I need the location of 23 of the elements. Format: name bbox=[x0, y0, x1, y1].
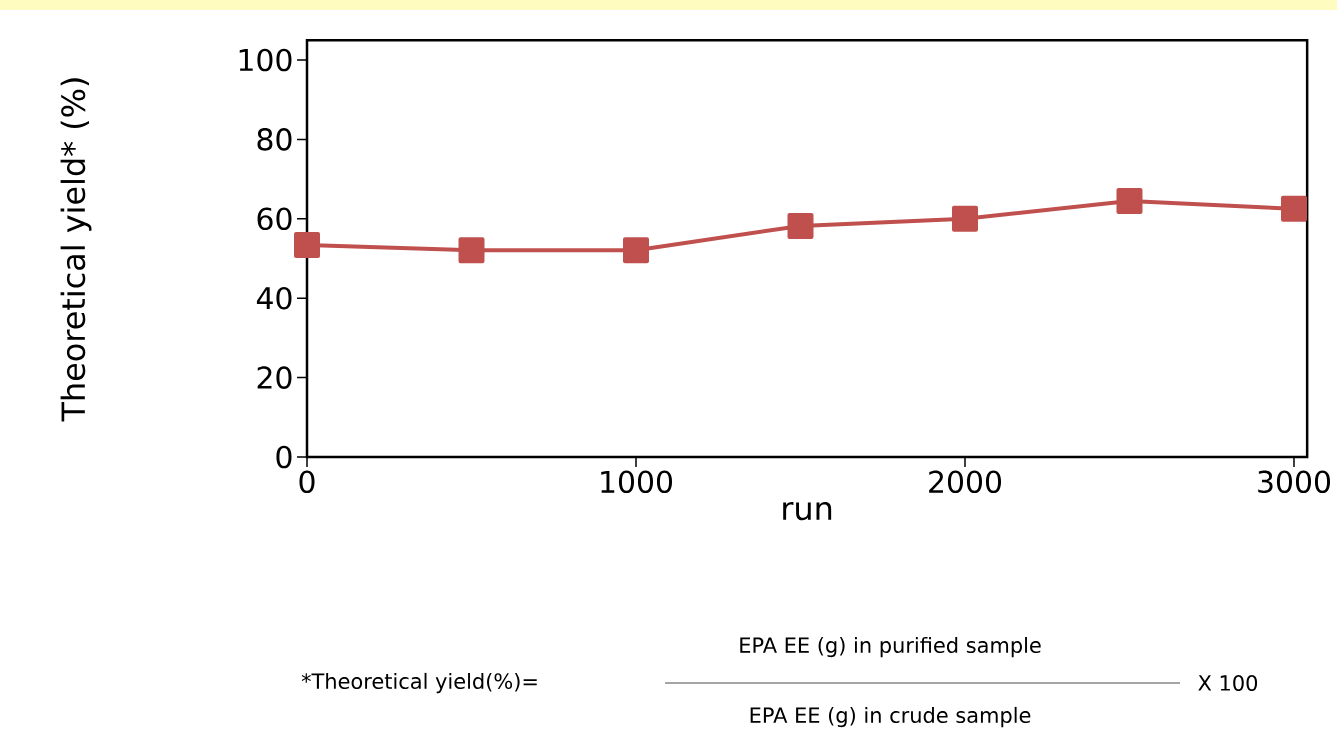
text: X 100 bbox=[1198, 675, 1258, 691]
y-tick-label: 0 bbox=[276, 445, 292, 469]
text: EPA EE (g) in crude sample bbox=[750, 706, 1031, 728]
y-tick-label: 20 bbox=[257, 366, 292, 389]
x-tick-label: 1000 bbox=[601, 470, 673, 494]
y-axis-title: Theoretical yield* (%) bbox=[60, 78, 92, 422]
y-tick-label: 40 bbox=[256, 286, 292, 310]
y-tick-label: 80 bbox=[257, 128, 292, 151]
text: EPA EE (g) in purified sample bbox=[740, 636, 1041, 658]
point bbox=[787, 212, 814, 239]
y-tick-label: 100 bbox=[239, 48, 292, 72]
point bbox=[1116, 187, 1143, 214]
x-tick-label: 3000 bbox=[1258, 470, 1331, 494]
point bbox=[951, 205, 978, 232]
point bbox=[623, 237, 649, 264]
x-axis-title: run bbox=[783, 501, 832, 521]
point bbox=[458, 237, 485, 264]
point bbox=[1280, 195, 1307, 222]
point bbox=[294, 231, 321, 258]
text: *Theoretical yield(%)= bbox=[301, 672, 537, 694]
y-tick-label: 60 bbox=[257, 207, 292, 231]
x-tick-label: 2000 bbox=[929, 470, 1002, 494]
x-tick-label: 0 bbox=[299, 470, 315, 494]
